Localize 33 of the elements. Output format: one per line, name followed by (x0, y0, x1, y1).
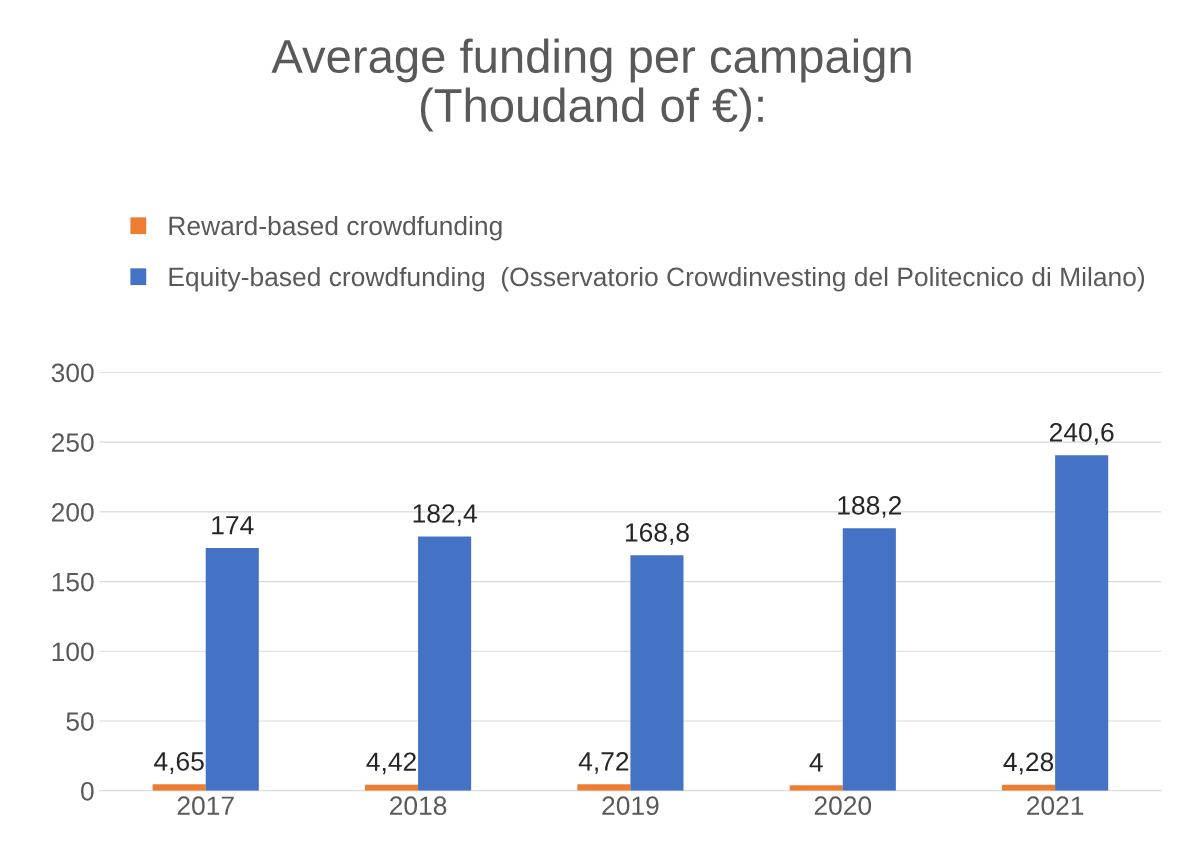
y-tick-label: 200 (51, 502, 94, 522)
y-tick-label: 150 (52, 572, 94, 592)
bar (152, 784, 206, 791)
x-tick-label: 2019 (602, 796, 659, 816)
x-tick-label: 2018 (390, 796, 447, 816)
legend-label: Equity-based crowdfunding (Osservatorio Crowdinvesting del Politecnico di Milano) (169, 266, 1145, 292)
data-label: 188,2 (838, 496, 902, 518)
bar (789, 785, 843, 791)
data-label: 4,28 (1003, 752, 1054, 775)
x-tick-label: 2021 (1027, 796, 1084, 816)
y-tick-label: 300 (51, 363, 94, 383)
y-tick-label: 0 (81, 781, 94, 801)
y-tick-label: 250 (51, 433, 94, 452)
y-tick-label: 100 (52, 642, 94, 662)
data-label: 240,6 (1049, 422, 1114, 445)
bar (1055, 455, 1109, 791)
bar (418, 536, 472, 791)
data-label: 4 (809, 753, 823, 772)
y-tick-label: 50 (66, 712, 94, 731)
data-label: 4,42 (366, 752, 416, 775)
bar (205, 548, 259, 791)
data-label: 182,4 (413, 504, 477, 526)
bar (577, 784, 631, 791)
bar (630, 555, 684, 791)
legend-label: Reward-based crowdfunding (169, 215, 502, 241)
data-label: 4,72 (578, 751, 629, 774)
data-label: 4,65 (154, 752, 204, 774)
data-label: 174 (212, 516, 254, 535)
x-tick-label: 2020 (814, 796, 872, 816)
x-tick-label: 2017 (177, 796, 234, 816)
data-label: 168,8 (625, 523, 689, 545)
bar (842, 528, 896, 791)
chart-title: Average funding per campaign (Thoudand of €): (271, 38, 911, 132)
